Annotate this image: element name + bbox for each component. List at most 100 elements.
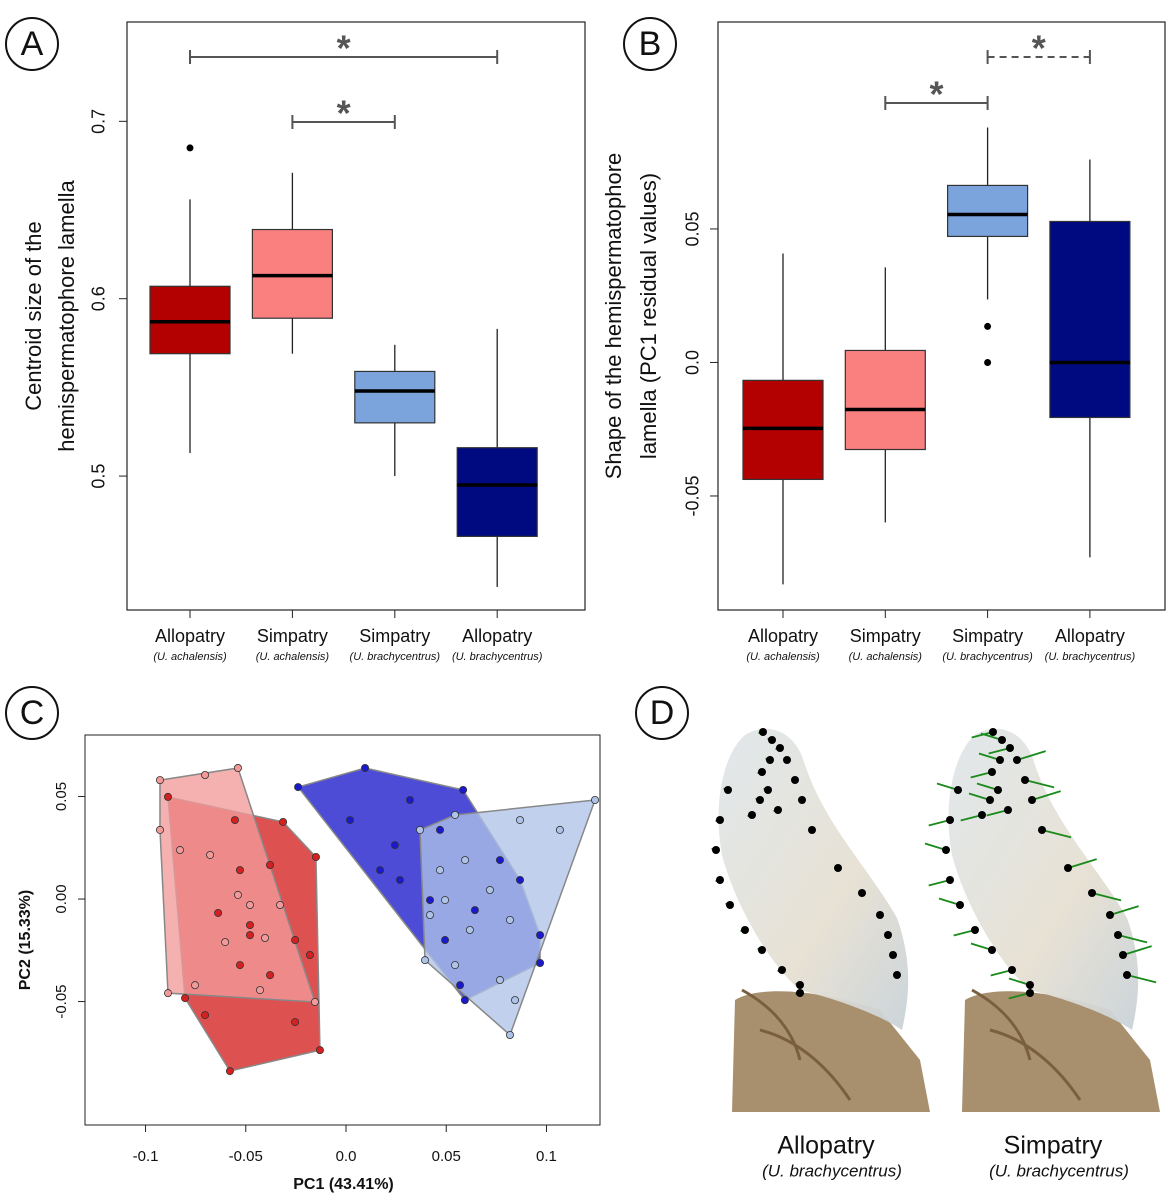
significance: *: [337, 93, 351, 134]
landmark: [858, 889, 866, 897]
x-tick-note: (U. brachycentrus): [942, 651, 1033, 663]
box: [457, 448, 537, 537]
point: [346, 816, 353, 823]
landmark: [988, 946, 996, 954]
landmark: [889, 951, 897, 959]
landmark: [759, 728, 767, 736]
point: [156, 826, 163, 833]
point: [316, 1047, 323, 1054]
landmark: [1013, 756, 1021, 764]
landmark: [834, 864, 842, 872]
x-tick-note: (U. brachycentrus): [350, 651, 441, 663]
y-axis-label: Shape of the hemispermatophore: [601, 153, 626, 480]
point: [234, 764, 241, 771]
panel-label: D: [650, 694, 675, 732]
x-tick-label: Simpatry: [952, 626, 1023, 646]
x-tick-label: Allopatry: [462, 626, 532, 646]
significance: *: [1032, 28, 1046, 69]
point: [426, 896, 433, 903]
y-tick-label: 0.0: [683, 350, 703, 375]
point: [556, 826, 563, 833]
point: [266, 861, 273, 868]
box: [1050, 221, 1130, 417]
landmark: [758, 946, 766, 954]
landmark: [758, 768, 766, 776]
caption-note: (U. brachycentrus): [989, 1161, 1129, 1180]
landmark: [978, 811, 986, 819]
landmark: [712, 846, 720, 854]
landmark: [946, 816, 954, 824]
x-tick-label: Allopatry: [155, 626, 225, 646]
landmark: [778, 966, 786, 974]
significance: *: [929, 74, 943, 115]
point: [291, 936, 298, 943]
point: [201, 1011, 208, 1018]
point: [451, 961, 458, 968]
landmark: [1006, 744, 1014, 752]
point: [361, 764, 368, 771]
point: [215, 909, 222, 916]
y-axis-label: Centroid size of the: [21, 221, 46, 411]
x-tick-note: (U. achalensis): [153, 651, 227, 663]
point: [236, 961, 243, 968]
point: [312, 853, 319, 860]
x-tick-label: -0.05: [229, 1148, 263, 1165]
point: [441, 936, 448, 943]
landmark: [716, 816, 724, 824]
specimen: [719, 729, 930, 1112]
x-tick-label: 0.05: [432, 1148, 461, 1165]
x-tick-note: (U. brachycentrus): [452, 651, 543, 663]
x-tick-label: -0.1: [133, 1148, 159, 1165]
point: [426, 911, 433, 918]
y-tick-label: -0.05: [683, 475, 703, 516]
point: [226, 1067, 233, 1074]
point: [416, 826, 423, 833]
landmark: [1021, 776, 1029, 784]
landmark: [946, 876, 954, 884]
y-tick-label: 0.05: [683, 211, 703, 246]
landmark: [986, 796, 994, 804]
y-tick-label: 0.7: [89, 109, 109, 134]
landmark: [776, 744, 784, 752]
landmark: [1106, 911, 1114, 919]
point: [466, 926, 473, 933]
landmark: [1026, 989, 1034, 997]
point: [496, 976, 503, 983]
point: [486, 886, 493, 893]
point: [222, 938, 229, 945]
caption-title: Simpatry: [1004, 1132, 1103, 1160]
point: [164, 990, 171, 997]
x-tick-label: 0.0: [336, 1148, 357, 1165]
point: [279, 818, 286, 825]
landmark: [884, 931, 892, 939]
point: [236, 867, 243, 874]
point: [191, 982, 198, 989]
box: [252, 230, 332, 319]
landmark: [989, 728, 997, 736]
point: [471, 907, 478, 914]
x-tick-label: Simpatry: [257, 626, 328, 646]
point: [231, 816, 238, 823]
landmark: [741, 926, 749, 934]
landmark: [756, 796, 764, 804]
point: [306, 951, 313, 958]
point: [461, 997, 468, 1004]
point: [234, 891, 241, 898]
box: [948, 185, 1028, 236]
outlier: [984, 359, 991, 366]
panel-label: A: [21, 25, 44, 63]
box: [845, 350, 925, 449]
landmark: [716, 876, 724, 884]
point: [206, 851, 213, 858]
point: [511, 997, 518, 1004]
landmark: [1114, 931, 1122, 939]
point: [461, 856, 468, 863]
caption-title: Allopatry: [777, 1132, 875, 1160]
point: [536, 959, 543, 966]
point: [406, 796, 413, 803]
y-axis-label: lamella (PC1 residual values): [636, 173, 661, 459]
point: [294, 783, 301, 790]
landmark: [808, 826, 816, 834]
point: [506, 1031, 513, 1038]
point: [256, 986, 263, 993]
